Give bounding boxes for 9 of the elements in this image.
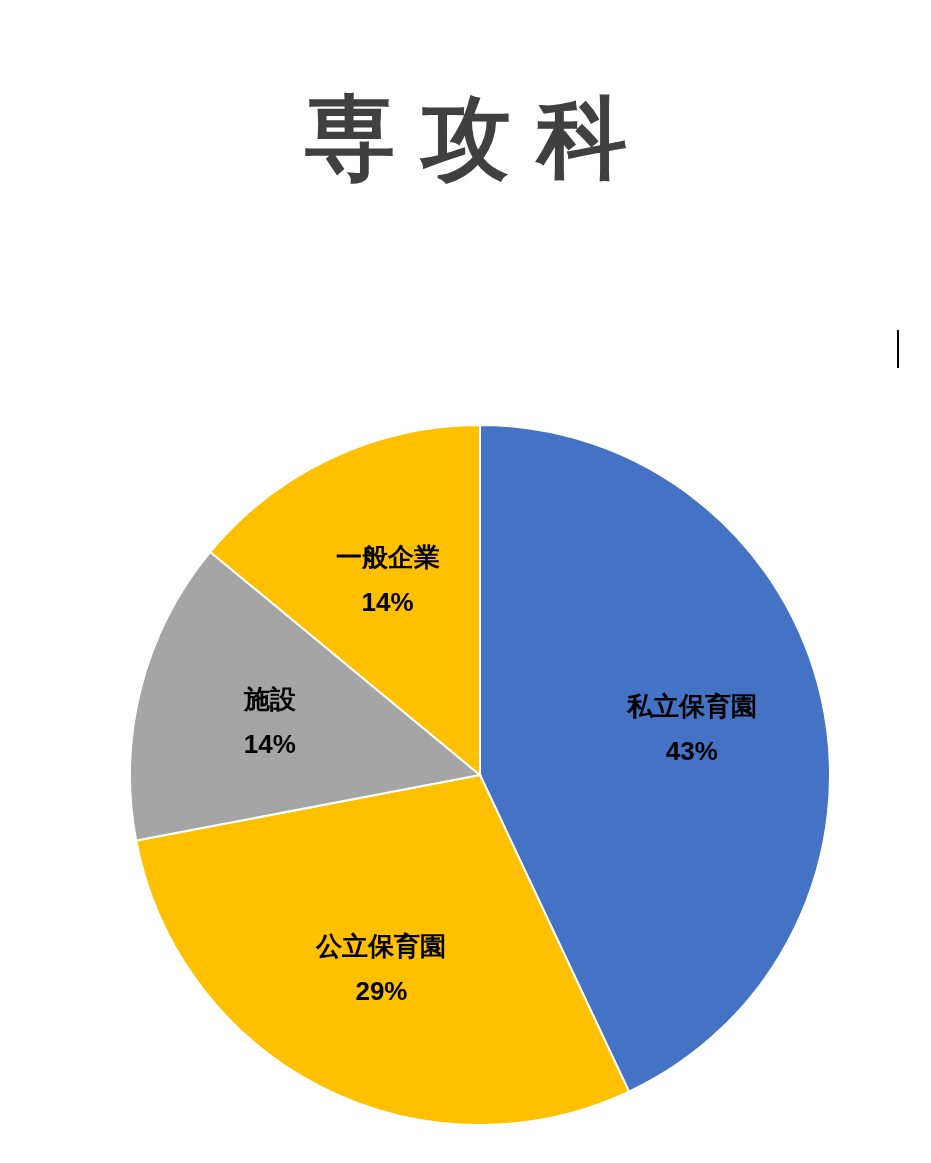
slice-label: 私立保育園	[625, 690, 757, 721]
slice-label: 一般企業	[335, 541, 440, 572]
data-label: 14%	[243, 729, 296, 760]
slice-label: 施設	[242, 684, 297, 715]
data-label: 14%	[361, 586, 414, 617]
chart-title: 専攻科	[303, 87, 654, 190]
data-label: 43%	[665, 735, 718, 766]
data-label: 29%	[355, 976, 408, 1007]
slice-label: 公立保育園	[315, 931, 447, 962]
